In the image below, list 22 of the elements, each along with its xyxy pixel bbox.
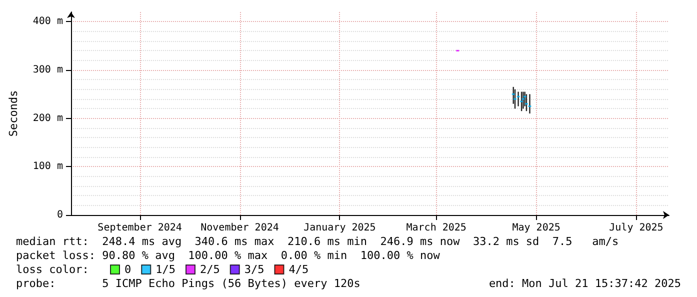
x-tick-label: July 2025 — [609, 222, 664, 234]
text: packet loss: 90.80 % avg 100.00 % max 0.00 % min 100.00 % now — [16, 249, 440, 262]
legend-label: 3/5 — [244, 263, 264, 276]
text: median rtt: 248.4 ms avg 340.6 ms max 210.6 ms min 246.9 ms now 33.2 ms sd 7.5 am/s — [16, 235, 619, 248]
legend-label: 0 — [124, 263, 132, 276]
y-tick-label: 0 — [56, 210, 63, 220]
y-tick-label: 200 m — [32, 112, 63, 124]
x-tick-label: September 2024 — [98, 222, 182, 234]
legend-title: loss color: — [16, 263, 89, 276]
legend-label: 1/5 — [156, 263, 176, 276]
legend-label: 2/5 — [200, 263, 220, 276]
x-tick-label: November 2024 — [200, 222, 279, 234]
text: end: Mon Jul 21 15:37:42 2025 — [488, 277, 681, 290]
y-tick-label: 400 m — [32, 16, 63, 28]
x-tick-label: January 2025 — [304, 222, 376, 234]
y-tick-label: 300 m — [32, 64, 63, 76]
y-tick-label: 100 m — [32, 161, 63, 172]
legend-label: 4/5 — [288, 263, 309, 276]
y-axis-title: Seconds — [7, 90, 20, 137]
x-tick-label: May 2025 — [512, 222, 560, 234]
x-tick-label: March 2025 — [406, 222, 466, 234]
text: probe: 5 ICMP Echo Pings (56 Bytes) every 120s — [16, 277, 360, 290]
